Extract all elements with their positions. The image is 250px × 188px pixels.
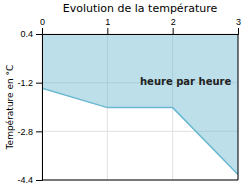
tick: -1.2 [17, 78, 42, 88]
y-axis-title: Température en °C [5, 65, 15, 151]
tick-label: 2 [171, 17, 176, 27]
tick-label: 3 [236, 17, 241, 27]
tick-mark [107, 28, 108, 34]
axis-line [36, 35, 43, 181]
tick-mark [36, 131, 42, 132]
x-axis: 0 1 2 3 [40, 17, 241, 35]
y-axis: 0.4 -1.2 -2.8 -4.4 [17, 29, 42, 185]
tick: 1 [105, 17, 110, 34]
tick: 3 [236, 17, 241, 34]
tick-label: -2.8 [17, 127, 33, 137]
tick: 0.4 [20, 29, 42, 39]
line [42, 88, 238, 174]
grid [42, 34, 238, 180]
tick-mark [173, 28, 174, 34]
tick-label: -1.2 [17, 78, 33, 88]
tick-mark [238, 28, 239, 34]
grid-line [238, 34, 239, 180]
frame [42, 180, 238, 181]
frame [238, 34, 239, 180]
tick-mark [36, 34, 42, 35]
annotation: heure par heure [140, 76, 231, 87]
grid-line [42, 180, 238, 181]
tick: -2.8 [17, 127, 42, 137]
title: Evolution de la température [63, 2, 218, 15]
data-layer [42, 34, 238, 175]
tick-label: 0 [40, 17, 45, 27]
tick: -4.4 [17, 175, 42, 185]
tick-mark [36, 180, 42, 181]
tick-label: 0.4 [20, 29, 33, 39]
area [42, 34, 238, 175]
tick-label: 1 [105, 17, 110, 27]
tick-label: -4.4 [17, 175, 33, 185]
axis-line [43, 28, 239, 35]
plot: 0 1 2 3 0.4 -1.2 -2.8 -4.4 heure par heure [17, 17, 241, 185]
chart: 0 1 2 3 0.4 -1.2 -2.8 -4.4 heure par heure Evolut… [0, 0, 250, 188]
tick-mark [42, 28, 43, 34]
tick: 2 [171, 17, 176, 34]
tick: 0 [40, 17, 45, 34]
tick-mark [36, 83, 42, 84]
